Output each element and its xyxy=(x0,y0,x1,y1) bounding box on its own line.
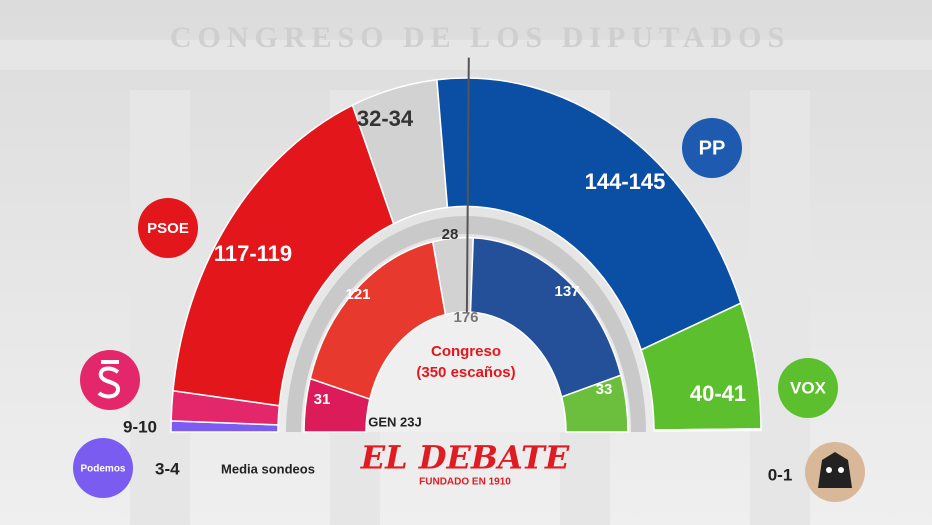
parliament-chart: 3-4 9-10 117-119 32-34 144-145 40-41 0-1 Media … xyxy=(73,57,838,498)
seat-label: 33 xyxy=(596,381,613,398)
party-logo-label: PSOE xyxy=(147,220,189,237)
seat-label: 9-10 xyxy=(123,417,157,436)
ring-label: GEN 23J xyxy=(368,414,421,429)
party-logo xyxy=(778,358,838,418)
seat-label: 32-34 xyxy=(357,106,414,131)
seat-label: 0-1 xyxy=(768,465,793,484)
brand-tagline: FUNDADO EN 1910 xyxy=(419,477,511,488)
seat-arc xyxy=(436,77,742,351)
party-logo-label: PP xyxy=(699,137,726,159)
party-logo xyxy=(73,438,133,498)
ring-label: Media sondeos xyxy=(221,461,315,476)
seat-label: 117-119 xyxy=(214,241,292,266)
seat-label: 137 xyxy=(554,283,579,300)
building-inscription: CONGRESO DE LOS DIPUTADOS xyxy=(170,21,790,54)
seat-label: 28 xyxy=(442,226,459,243)
salf-logo xyxy=(805,442,865,502)
brand-name: EL DEBATE xyxy=(360,439,570,477)
party-logo-label: Podemos xyxy=(80,464,125,475)
seat-label: 31 xyxy=(314,391,331,408)
chart-title: Congreso xyxy=(431,343,501,360)
majority-label: 176 xyxy=(453,309,478,326)
seat-label: 121 xyxy=(345,286,370,303)
seat-label: 3-4 xyxy=(155,459,180,478)
party-logo-label: VOX xyxy=(790,378,827,397)
inner-hole xyxy=(366,312,566,432)
seat-arc xyxy=(653,428,762,432)
party-logo xyxy=(138,198,198,258)
sumar-logo xyxy=(80,350,140,410)
seat-label: 144-145 xyxy=(585,169,666,194)
seat-arc xyxy=(560,374,629,433)
seat-label: 40-41 xyxy=(690,381,746,406)
party-logo xyxy=(682,118,742,178)
majority-line xyxy=(465,57,470,313)
chart-subtitle: (350 escaños) xyxy=(416,364,515,381)
